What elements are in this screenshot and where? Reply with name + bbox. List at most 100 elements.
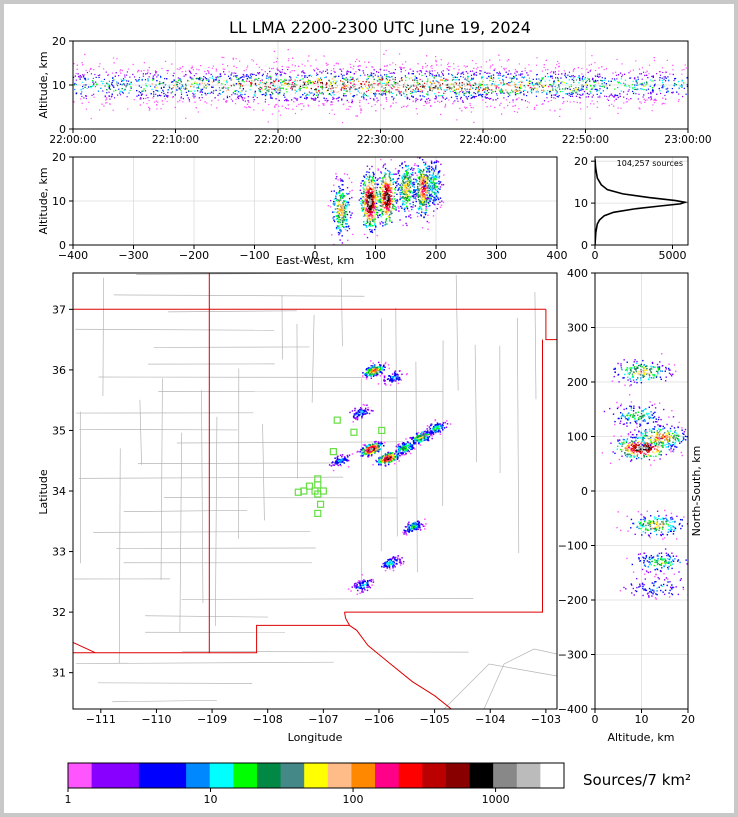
- source-point: [73, 101, 75, 103]
- source-point: [233, 65, 235, 67]
- source-point: [177, 77, 179, 79]
- ew-source-point: [336, 217, 339, 220]
- source-point: [536, 88, 538, 90]
- ew-source-point: [371, 200, 374, 203]
- source-point: [623, 73, 626, 75]
- source-point: [246, 67, 248, 69]
- source-point: [577, 76, 579, 79]
- ew-source-point: [371, 216, 373, 218]
- source-point: [454, 76, 456, 78]
- source-point: [674, 78, 676, 80]
- source-point: [358, 69, 361, 71]
- source-point: [164, 78, 166, 80]
- source-point: [255, 78, 258, 80]
- source-point: [526, 95, 528, 97]
- source-point: [411, 91, 413, 94]
- source-point: [518, 81, 520, 83]
- source-point: [217, 76, 219, 78]
- ew-source-point: [385, 219, 387, 221]
- source-point: [327, 89, 329, 91]
- source-point: [547, 68, 549, 71]
- source-point: [240, 96, 242, 98]
- source-point: [615, 74, 618, 76]
- source-point: [465, 89, 467, 91]
- source-point: [498, 71, 501, 73]
- source-point: [340, 73, 343, 75]
- source-point: [140, 98, 142, 100]
- source-point: [480, 94, 482, 96]
- source-point: [420, 85, 423, 87]
- source-point: [440, 71, 443, 73]
- ew-source-point: [373, 207, 376, 209]
- source-point: [554, 71, 556, 73]
- source-point: [369, 97, 371, 100]
- source-point: [601, 80, 604, 82]
- source-point: [559, 108, 561, 110]
- source-point: [392, 85, 394, 87]
- source-point: [407, 104, 409, 107]
- ew-source-point: [336, 176, 338, 178]
- source-point: [536, 83, 538, 85]
- ew-source-point: [377, 199, 379, 201]
- source-point: [305, 95, 308, 97]
- source-point: [188, 90, 190, 92]
- source-point: [454, 91, 457, 94]
- source-point: [83, 73, 85, 76]
- source-point: [520, 73, 522, 75]
- source-point: [325, 86, 327, 88]
- source-point: [502, 79, 504, 82]
- ew-source-point: [367, 190, 369, 192]
- source-point: [387, 83, 389, 85]
- source-point: [589, 90, 591, 93]
- source-point: [621, 76, 623, 78]
- source-point: [663, 76, 665, 78]
- ew-source-point: [336, 205, 339, 207]
- source-point: [673, 84, 675, 86]
- source-point: [245, 106, 248, 109]
- source-point: [360, 109, 363, 111]
- source-point: [309, 74, 311, 76]
- source-point: [179, 88, 181, 90]
- source-point: [647, 88, 650, 90]
- ew-source-point: [348, 204, 350, 206]
- source-point: [651, 75, 653, 78]
- source-point: [121, 91, 124, 93]
- source-point: [271, 97, 273, 99]
- source-point: [614, 88, 616, 90]
- source-point: [429, 89, 431, 91]
- source-point: [227, 88, 229, 90]
- source-point: [85, 69, 87, 72]
- source-point: [400, 77, 402, 80]
- source-point: [200, 90, 202, 92]
- source-point: [564, 87, 566, 90]
- source-point: [389, 64, 391, 66]
- source-point: [502, 89, 504, 92]
- source-point: [415, 87, 418, 89]
- source-point: [357, 90, 359, 92]
- source-point: [215, 70, 218, 72]
- source-point: [284, 82, 286, 84]
- source-point: [461, 87, 463, 89]
- ew-source-point: [370, 193, 372, 196]
- source-point: [686, 85, 688, 88]
- source-point: [137, 71, 139, 73]
- time-tick-label: 22:50:00: [562, 134, 609, 146]
- source-point: [440, 64, 442, 66]
- source-point: [192, 69, 194, 71]
- source-point: [550, 75, 552, 77]
- ew-source-point: [384, 176, 386, 178]
- source-point: [275, 104, 277, 106]
- source-point: [429, 87, 431, 89]
- source-point: [418, 82, 421, 85]
- source-point: [273, 81, 276, 83]
- source-point: [686, 77, 688, 79]
- source-point: [427, 80, 429, 82]
- source-point: [352, 80, 354, 83]
- source-point: [275, 72, 277, 74]
- ew-source-point: [364, 203, 367, 205]
- source-point: [363, 98, 365, 100]
- source-point: [226, 95, 228, 97]
- source-point: [345, 95, 347, 97]
- source-point: [321, 91, 324, 94]
- source-point: [466, 106, 468, 109]
